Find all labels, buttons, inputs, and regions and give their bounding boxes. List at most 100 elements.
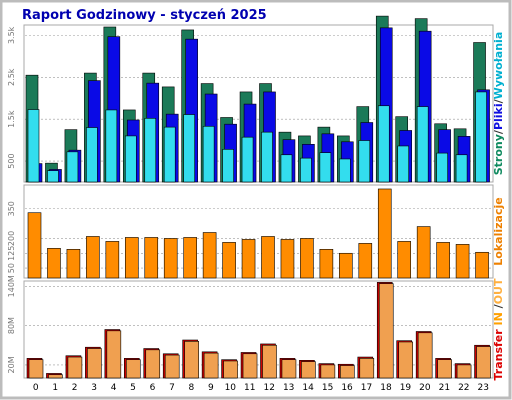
y-tick-label: 20M — [7, 356, 16, 373]
panel-border — [23, 184, 494, 279]
bar-transfer-out — [67, 356, 83, 379]
x-tick-label: 20 — [419, 383, 431, 393]
x-tick-label: 7 — [169, 383, 175, 393]
bar-lokalizacje — [300, 238, 314, 279]
y-tick-label: 3.5k — [7, 26, 16, 44]
x-tick-label: 3 — [91, 383, 97, 393]
x-tick-label: 0 — [33, 383, 39, 393]
side-label-part: Lokalizacje — [492, 197, 505, 265]
bar-wywołania — [436, 152, 448, 183]
bar-transfer-out — [48, 374, 63, 379]
x-tick-label: 14 — [302, 383, 314, 393]
x-tick-label: 10 — [225, 383, 237, 393]
bar-transfer-out — [164, 354, 180, 379]
bar-lokalizacje — [397, 241, 412, 279]
bar-lokalizacje — [183, 237, 197, 279]
x-tick-label: 16 — [341, 383, 353, 393]
bar-transfer-out — [456, 364, 472, 379]
bar-lokalizacje — [202, 232, 217, 279]
bar-transfer-out — [340, 365, 355, 379]
bar-wywołania — [377, 105, 390, 183]
y-tick-label: 500 — [7, 153, 16, 168]
x-tick-label: 4 — [111, 383, 117, 393]
y-tick-label: 125 — [7, 246, 16, 261]
bar-transfer-out — [184, 341, 199, 379]
bar-lokalizacje — [436, 242, 450, 279]
bar-lokalizacje — [377, 188, 392, 279]
bar-wywołania — [475, 91, 487, 183]
bar-wywołania — [319, 152, 332, 183]
bar-lokalizacje — [163, 238, 178, 279]
x-tick-label: 13 — [283, 383, 294, 393]
bar-wywołania — [86, 127, 98, 183]
x-tick-label: 15 — [322, 383, 333, 393]
x-tick-label: 18 — [380, 383, 392, 393]
bar-wywołania — [183, 114, 195, 183]
y-tick-label: 80M — [7, 317, 16, 334]
bar-lokalizacje — [241, 239, 256, 279]
bar-transfer-out — [437, 359, 452, 379]
bar-wywołania — [47, 170, 59, 183]
x-tick-label: 21 — [439, 383, 450, 393]
bar-lokalizacje — [105, 241, 120, 279]
bar-wywołania — [27, 109, 40, 183]
bar-wywołania — [202, 125, 215, 183]
bar-transfer-out — [359, 358, 375, 379]
bar-transfer-out — [476, 346, 491, 379]
y-tick-label: 50 — [7, 263, 16, 273]
chart-title: Raport Godzinowy - styczeń 2025 — [22, 8, 267, 23]
side-label-part: / — [492, 129, 505, 134]
side-label-part: IN — [492, 308, 505, 329]
side-label-part: / — [492, 303, 505, 308]
bar-transfer-out — [223, 360, 238, 379]
bar-lokalizacje — [222, 242, 236, 279]
side-label-part: Transfer — [492, 329, 505, 381]
x-tick-label: 12 — [264, 383, 275, 393]
bar-wywołania — [222, 149, 234, 183]
side-label-part: OUT — [492, 278, 505, 304]
x-tick-label: 9 — [208, 383, 214, 393]
bar-lokalizacje — [86, 236, 100, 279]
bar-transfer-out — [281, 359, 297, 379]
y-tick-label: 350 — [7, 201, 16, 216]
bar-wywołania — [455, 154, 468, 183]
bar-transfer-out — [87, 348, 102, 379]
x-tick-label: 1 — [52, 383, 58, 393]
bar-lokalizacje — [416, 226, 431, 279]
bar-transfer-out — [262, 344, 277, 379]
side-label-part: Wywołania — [492, 32, 505, 100]
bar-wywołania — [163, 126, 176, 183]
panel-border — [23, 24, 494, 183]
side-label: Lokalizacje — [492, 197, 505, 265]
bar-wywołania — [66, 151, 79, 183]
bar-transfer-out — [378, 283, 394, 379]
side-label-part: Pliki — [492, 103, 505, 130]
bar-transfer-out — [242, 353, 258, 379]
bar-transfer-out — [398, 341, 414, 379]
bar-lokalizacje — [339, 252, 353, 279]
y-tick-label: 140M — [7, 275, 16, 297]
bar-transfer-out — [125, 359, 141, 379]
bar-transfer-out — [106, 330, 122, 379]
bar-wywołania — [300, 157, 312, 183]
x-tick-label: 6 — [150, 383, 156, 393]
bar-wywołania — [280, 154, 293, 183]
bar-lokalizacje — [144, 237, 159, 279]
bar-wywołania — [339, 158, 351, 183]
x-tick-label: 19 — [400, 383, 412, 393]
bar-transfer-out — [203, 352, 219, 379]
bar-lokalizacje — [66, 249, 81, 279]
x-tick-label: 2 — [72, 383, 78, 393]
x-tick-label: 23 — [478, 383, 489, 393]
x-tick-label: 5 — [130, 383, 136, 393]
bar-lokalizacje — [47, 248, 61, 279]
y-tick-label: 2.5k — [7, 68, 16, 86]
side-label-part: Strony — [492, 134, 505, 175]
panel-border — [23, 280, 494, 379]
x-tick-label: 11 — [244, 383, 255, 393]
